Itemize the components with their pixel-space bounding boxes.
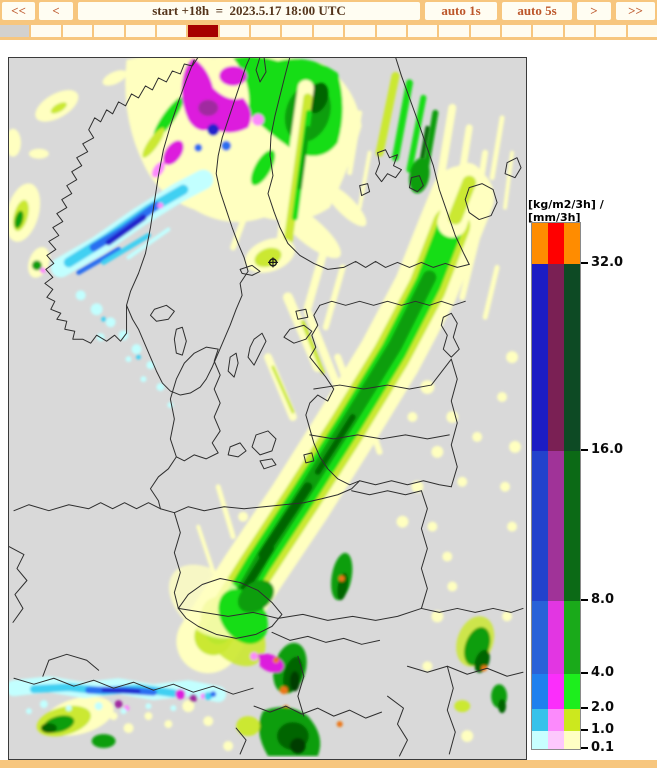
legend-label: 2.0 [591, 700, 615, 715]
precipitation-map-image [9, 58, 524, 757]
legend-label: 0.1 [591, 740, 615, 755]
auto-5s-button[interactable]: auto 5s [502, 2, 572, 20]
legend-tick [581, 747, 588, 749]
timeline-segment[interactable] [31, 25, 61, 37]
step-forward-button[interactable]: > [577, 2, 611, 20]
legend-label: 4.0 [591, 665, 615, 680]
timeline-segment[interactable] [627, 25, 657, 37]
timeline-segment[interactable] [439, 25, 469, 37]
legend-tick [581, 729, 588, 731]
timeline-segment[interactable] [282, 25, 312, 37]
bottom-strip [0, 760, 657, 768]
legend-tick [581, 449, 588, 451]
legend-label: 16.0 [591, 442, 624, 457]
timeline-segment[interactable] [94, 25, 124, 37]
step-back-button[interactable]: < [39, 2, 73, 20]
timeline-segment[interactable] [502, 25, 532, 37]
auto-1s-button[interactable]: auto 1s [425, 2, 497, 20]
timeline-segment[interactable] [407, 25, 438, 37]
legend-row [532, 731, 580, 749]
timeline-segment[interactable] [596, 25, 626, 37]
timeline-segment[interactable] [376, 25, 406, 37]
legend-row [532, 451, 580, 601]
timeline-bar [0, 23, 657, 40]
timeline-segment[interactable] [251, 25, 281, 37]
timeline-segment[interactable] [0, 25, 30, 37]
toolbar: << < start +18h = 2023.5.17 18:00 UTC au… [0, 0, 657, 23]
legend-color-bar [531, 222, 581, 750]
borders-layer [9, 58, 524, 757]
timeline-segment[interactable] [345, 25, 375, 37]
legend-label: 32.0 [591, 255, 624, 270]
timeline-track [0, 25, 657, 37]
fast-forward-button[interactable]: >> [616, 2, 655, 20]
legend-label: 1.0 [591, 722, 615, 737]
legend-title: [kg/m2/3h] / [mm/3h] [528, 198, 604, 224]
legend-row [532, 264, 580, 451]
rewind-button[interactable]: << [2, 2, 35, 20]
legend-tick [581, 262, 588, 264]
legend-label: 8.0 [591, 592, 615, 607]
legend-tick [581, 599, 588, 601]
timeline-segment[interactable] [125, 25, 155, 37]
timeline-segment[interactable] [564, 25, 595, 37]
legend-row [532, 709, 580, 731]
timeline-segment[interactable] [470, 25, 500, 37]
timeline-segment[interactable] [156, 25, 187, 37]
legend-row [532, 223, 580, 264]
timeline-segment[interactable] [188, 25, 218, 37]
legend-row [532, 674, 580, 709]
legend-tick [581, 672, 588, 674]
timeline-segment[interactable] [219, 25, 249, 37]
legend-row [532, 601, 580, 674]
precipitation-layer [9, 58, 522, 757]
timeline-segment[interactable] [62, 25, 93, 37]
weather-map [8, 57, 527, 760]
legend-tick [581, 707, 588, 709]
time-title: start +18h = 2023.5.17 18:00 UTC [78, 2, 420, 20]
timeline-segment[interactable] [313, 25, 344, 37]
station-marker-icon [267, 257, 278, 268]
timeline-segment[interactable] [533, 25, 563, 37]
